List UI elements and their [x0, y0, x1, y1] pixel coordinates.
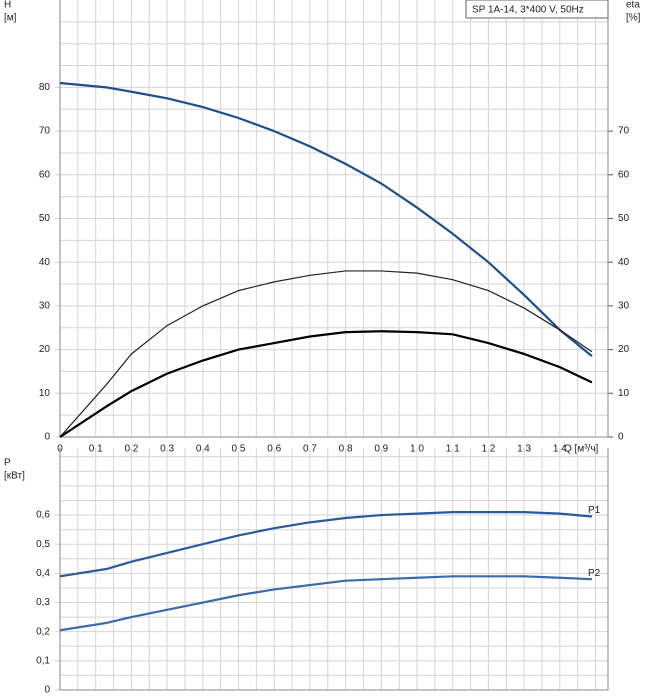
y-unit: [кВт]: [4, 471, 25, 482]
curve: [59, 575, 592, 632]
y2-tick-label: 20: [618, 344, 630, 355]
curve: [59, 511, 593, 578]
curve: [59, 270, 593, 438]
x-label: Q [м³/ч]: [564, 444, 599, 455]
y-tick-label: 40: [39, 257, 51, 268]
y-tick-label: 0,4: [36, 568, 50, 579]
y-tick-label: 0: [44, 685, 50, 696]
y-tick-label: 0,6: [36, 510, 50, 521]
y-label: P: [4, 458, 11, 469]
title-box: [465, 0, 609, 19]
y-tick-label: 50: [39, 213, 51, 224]
y-unit: [м]: [4, 13, 17, 24]
y-tick-label: 0: [44, 432, 50, 443]
y-tick-label: 0,3: [36, 597, 50, 608]
y2-label: eta: [626, 0, 640, 11]
y-tick-label: 60: [39, 169, 51, 180]
legend-label: P1: [588, 505, 601, 516]
y2-tick-label: 30: [618, 301, 630, 312]
y-tick-label: 0,5: [36, 539, 50, 550]
y-tick-label: 20: [39, 344, 51, 355]
axis-line: [59, 448, 609, 691]
y2-tick-label: 60: [618, 169, 630, 180]
y2-tick-label: 0: [618, 432, 624, 443]
y-tick-label: 70: [39, 126, 51, 137]
y-label: H: [4, 0, 11, 11]
curve: [59, 81, 593, 358]
y-tick-label: 30: [39, 301, 51, 312]
y2-tick-label: 50: [618, 213, 630, 224]
y-tick-label: 10: [39, 388, 51, 399]
y-tick-label: 80: [39, 82, 51, 93]
chart-title: SP 1A-14, 3*400 V, 50Hz: [472, 5, 584, 16]
y2-tick-label: 70: [618, 126, 630, 137]
axis-line: [59, 0, 609, 438]
legend-label: P2: [588, 568, 601, 579]
y2-tick-label: 10: [618, 388, 630, 399]
curve: [59, 330, 593, 438]
y-tick-label: 0,1: [36, 655, 50, 666]
y2-tick-label: 40: [618, 257, 630, 268]
y2-unit: [%]: [626, 13, 641, 24]
y-tick-label: 0,2: [36, 626, 50, 637]
